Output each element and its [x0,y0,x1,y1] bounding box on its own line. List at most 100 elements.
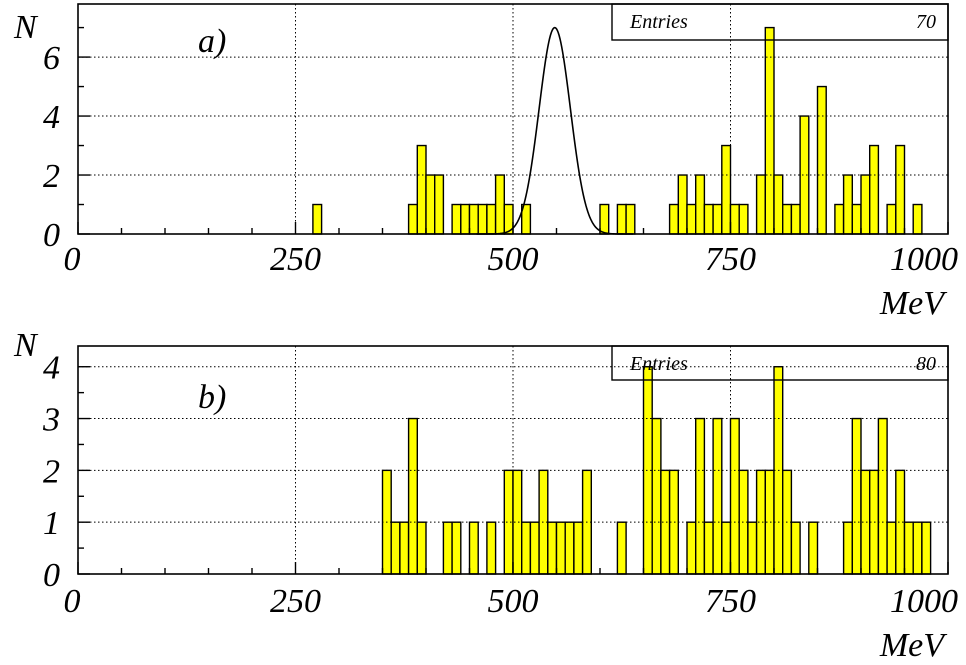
x-tick-label: 1000 [890,583,958,620]
histogram-bar [712,417,723,575]
histogram-bar [312,203,323,235]
panel-label: b) [198,379,226,416]
histogram-bar [721,144,732,235]
y-axis-label: N [13,9,39,46]
histogram-panel-b: 0 250 500 750 1000 0 1 2 3 4N MeV b) Entries 80 [13,327,958,664]
panel-label: a) [198,23,226,60]
y-axis-label: N [13,327,39,364]
histogram-bar [851,203,862,235]
histogram-bar [616,203,627,235]
histogram-bar [816,85,827,235]
y-tick-label: 0 [43,217,60,254]
histogram-bar [895,144,906,235]
x-tick-label: 250 [270,241,321,278]
histogram-bar [547,521,558,575]
histogram-bar [477,203,488,235]
y-tick-label: 4 [43,350,60,387]
histogram-bar [599,203,610,235]
histogram-bar [677,174,688,235]
histogram-bar [842,521,853,575]
histogram-bar [912,203,923,235]
histogram-bar [851,417,862,575]
x-axis-label: MeV [879,627,948,664]
histogram-bar [407,203,419,235]
stats-entries-label: Entries [629,11,688,33]
histogram-bar [442,521,453,575]
histogram-bar [486,203,497,235]
histogram-bar [390,521,401,575]
y-tick-label: 1 [43,505,60,542]
stats-entries-label: Entries [629,353,688,375]
histogram-bar [555,521,566,575]
histogram-bar [486,521,497,575]
histogram-bar [686,521,697,575]
histogram-bar [712,203,723,235]
histogram-bar [808,521,819,575]
histogram-bar [451,203,462,235]
histogram-bar [886,203,897,235]
histogram-bar [886,521,897,575]
histogram-bar [529,521,540,575]
histogram-bar [573,521,584,575]
x-tick-label: 500 [488,241,539,278]
histogram-bar [668,203,679,235]
histogram-bar [695,174,706,235]
histogram-bar [747,521,758,575]
histogram-bar [468,203,479,235]
x-axis-label: MeV [879,285,948,322]
histogram-bar [782,203,793,235]
histogram-bar [903,521,914,575]
stats-box [611,3,949,41]
histogram-bar [703,521,714,575]
histogram-bar [755,174,766,235]
histogram-bar [460,203,471,235]
histogram-bar [494,174,506,235]
histogram-bar [703,203,714,235]
y-tick-label: 2 [43,158,60,195]
histogram-panel-a: 0 250 500 750 1000 0 2 4 6N MeV a) Entries 70 [13,3,958,322]
histogram-bar [860,174,871,235]
x-tick-label: 1000 [890,241,958,278]
stats-entries-value: 70 [916,11,936,33]
y-tick-label: 4 [43,99,60,136]
histogram-bar [616,521,627,575]
histogram-bar [921,521,932,575]
histogram-bar [695,417,706,575]
x-tick-label: 0 [64,583,81,620]
histogram-bar [755,469,766,575]
x-tick-label: 250 [270,583,321,620]
histogram-bar [773,174,784,235]
histogram-bar [416,144,427,235]
histogram-bar [877,417,888,575]
y-tick-label: 3 [42,402,60,439]
histogram-bar [425,174,436,235]
histogram-bar [564,521,575,575]
histogram-bar [521,521,532,575]
histogram-bar [912,521,923,575]
histogram-bar [416,521,427,575]
histogram-bar [869,144,880,235]
x-tick-label: 750 [705,241,756,278]
histogram-bar [790,203,801,235]
histogram-bar [738,203,749,235]
y-tick-label: 6 [43,40,60,77]
histogram-bar [721,521,732,575]
x-tick-label: 750 [705,583,756,620]
stats-box [611,345,949,381]
histogram-bar [842,174,853,235]
histogram-bar [625,203,636,235]
y-tick-label: 2 [43,453,60,490]
histogram-bar [451,521,462,575]
histogram-bar [407,417,419,575]
x-tick-label: 500 [488,583,539,620]
histogram-bar [399,521,410,575]
histogram-bar [834,203,845,235]
x-tick-label: 0 [64,241,81,278]
histogram-bar [686,203,697,235]
histogram-bar [790,521,801,575]
histogram-bar [729,417,740,575]
histogram-bar [729,203,740,235]
stats-entries-value: 80 [916,353,936,375]
histogram-bar [434,174,445,235]
